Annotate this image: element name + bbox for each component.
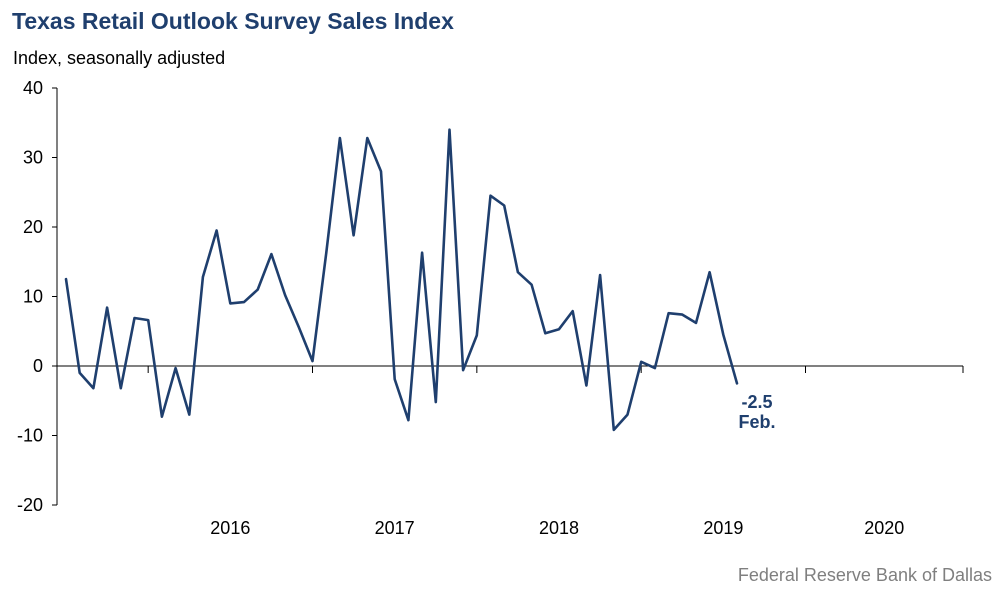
x-tick-label: 2019 (703, 518, 743, 538)
source-credit: Federal Reserve Bank of Dallas (737, 565, 992, 585)
y-tick-label: 0 (33, 356, 43, 376)
x-tick-label: 2018 (539, 518, 579, 538)
annotation-group: -2.5 Feb. (739, 392, 776, 432)
series-group (64, 128, 739, 432)
series-line (64, 128, 739, 432)
y-tick-label: 30 (23, 148, 43, 168)
axes: -20 -10 0 10 20 30 40 2016 2017 2018 2019 2020 (17, 78, 964, 538)
last-value-label: -2.5 (742, 392, 773, 412)
y-tick-label: -20 (17, 495, 43, 515)
x-tick-label: 2017 (375, 518, 415, 538)
x-tick-label: 2020 (864, 518, 904, 538)
y-tick-label: 10 (23, 287, 43, 307)
y-tick-label: -10 (17, 426, 43, 446)
y-axis-unit-label: Index, seasonally adjusted (13, 48, 226, 68)
x-tick-label: 2016 (210, 518, 250, 538)
chart-title: Texas Retail Outlook Survey Sales Index (12, 8, 454, 34)
y-tick-label: 40 (23, 78, 43, 98)
y-tick-label: 20 (23, 217, 43, 237)
last-month-label: Feb. (739, 412, 776, 432)
